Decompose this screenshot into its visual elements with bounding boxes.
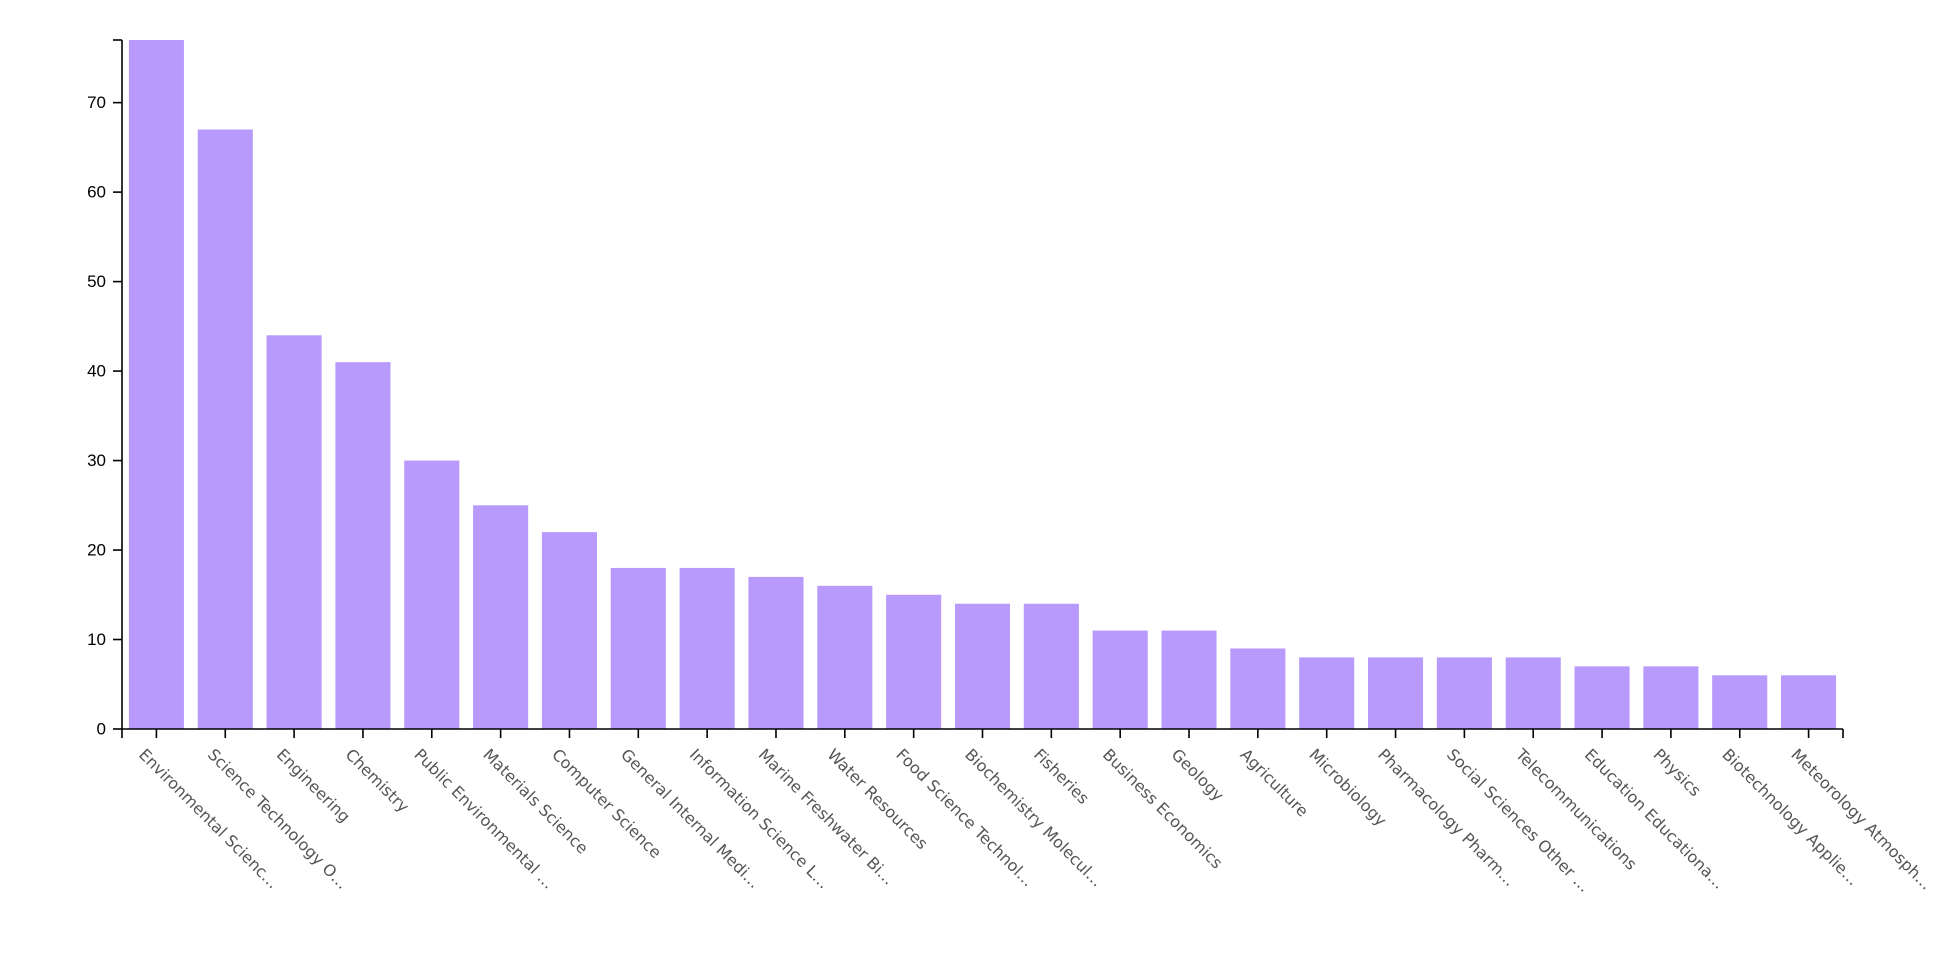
bar-3 <box>335 362 391 729</box>
x-tick-label-7: General Internal Medi… <box>617 745 764 892</box>
x-tick-label-3: Chemistry <box>342 745 413 816</box>
y-tick-label-5: 50 <box>87 272 106 291</box>
y-tick-label-1: 10 <box>87 630 106 649</box>
bar-10 <box>817 585 873 729</box>
y-tick-label-4: 40 <box>87 362 106 381</box>
bar-21 <box>1574 666 1630 729</box>
bar-15 <box>1161 630 1217 729</box>
bar-1 <box>197 129 253 730</box>
x-tick-label-11: Food Science Technol… <box>892 745 1038 891</box>
x-tick-label-15: Geology <box>1168 745 1228 805</box>
x-tick-label-14: Business Economics <box>1099 745 1227 873</box>
x-tick-label-8: Information Science L… <box>686 745 834 893</box>
x-tick-label-18: Pharmacology Pharm… <box>1374 745 1519 890</box>
bar-18 <box>1368 657 1424 729</box>
bar-23 <box>1712 675 1768 729</box>
x-tick-label-13: Fisheries <box>1030 745 1093 808</box>
x-tick-label-0: Environmental Scienc… <box>135 745 283 893</box>
y-tick-label-3: 30 <box>87 451 106 470</box>
bar-16 <box>1230 648 1286 729</box>
y-tick-label-2: 20 <box>87 541 106 560</box>
bar-8 <box>679 567 735 729</box>
bar-7 <box>610 567 666 729</box>
bar-9 <box>748 576 804 729</box>
x-axis: Environmental Scienc…Science Technology … <box>121 728 1936 896</box>
x-tick-label-12: Biochemistry Molecul… <box>961 745 1107 891</box>
bar-19 <box>1436 657 1492 729</box>
y-tick-label-6: 60 <box>87 183 106 202</box>
x-tick-label-1: Science Technology O… <box>204 745 352 893</box>
bar-11 <box>886 594 942 729</box>
x-tick-label-24: Meteorology Atmosph… <box>1787 745 1936 894</box>
y-tick-label-0: 0 <box>97 720 106 739</box>
bar-20 <box>1505 657 1561 729</box>
bar-24 <box>1781 675 1837 729</box>
bar-22 <box>1643 666 1699 729</box>
bar-0 <box>128 40 184 729</box>
x-tick-label-22: Physics <box>1650 745 1705 800</box>
bar-4 <box>404 460 460 729</box>
bars-group <box>128 40 1837 730</box>
y-tick-label-7: 70 <box>87 93 106 112</box>
bar-2 <box>266 335 322 729</box>
x-tick-label-16: Agriculture <box>1237 745 1313 821</box>
bar-5 <box>473 505 529 729</box>
x-tick-label-20: Telecommunications <box>1511 744 1641 874</box>
x-tick-label-4: Public Environmental … <box>410 745 558 893</box>
x-tick-label-9: Marine Freshwater Bi… <box>755 745 899 889</box>
x-tick-label-19: Social Sciences Other … <box>1443 745 1594 896</box>
x-tick-label-23: Biotechnology Applie… <box>1718 745 1862 889</box>
bar-12 <box>954 603 1011 729</box>
y-axis: 0 10 20 30 40 50 60 70 <box>87 39 123 739</box>
bar-6 <box>541 532 597 729</box>
bar-17 <box>1299 657 1355 729</box>
bar-13 <box>1023 603 1079 729</box>
x-tick-label-21: Education Educationa… <box>1581 745 1729 893</box>
bar-14 <box>1092 630 1148 729</box>
